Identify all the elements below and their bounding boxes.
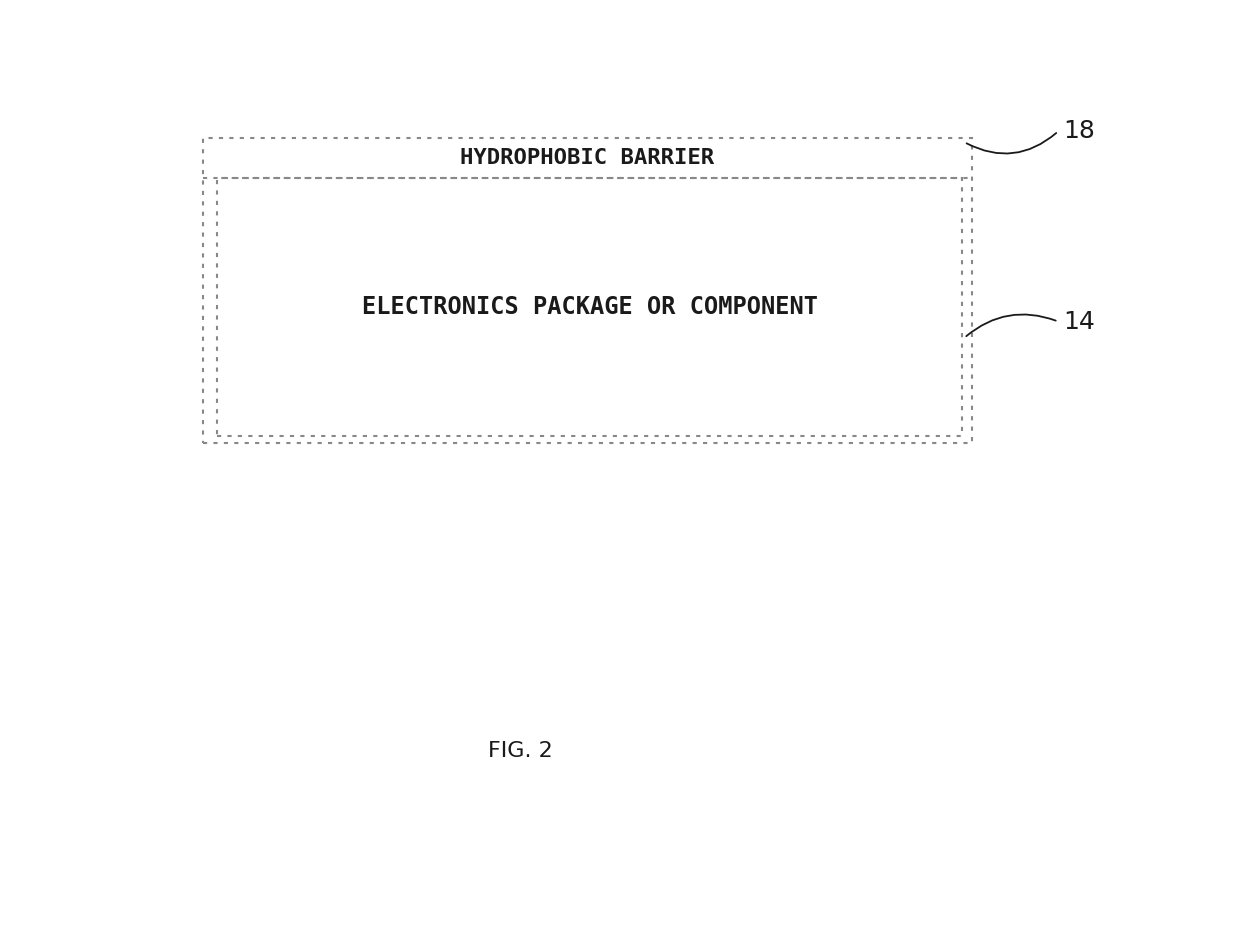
Text: 18: 18 <box>1063 120 1095 143</box>
Text: HYDROPHOBIC BARRIER: HYDROPHOBIC BARRIER <box>460 149 714 169</box>
Bar <box>217 178 962 436</box>
Text: ELECTRONICS PACKAGE OR COMPONENT: ELECTRONICS PACKAGE OR COMPONENT <box>362 295 818 319</box>
Text: 14: 14 <box>1063 310 1095 333</box>
Text: FIG. 2: FIG. 2 <box>487 741 553 761</box>
Bar <box>203 138 972 443</box>
